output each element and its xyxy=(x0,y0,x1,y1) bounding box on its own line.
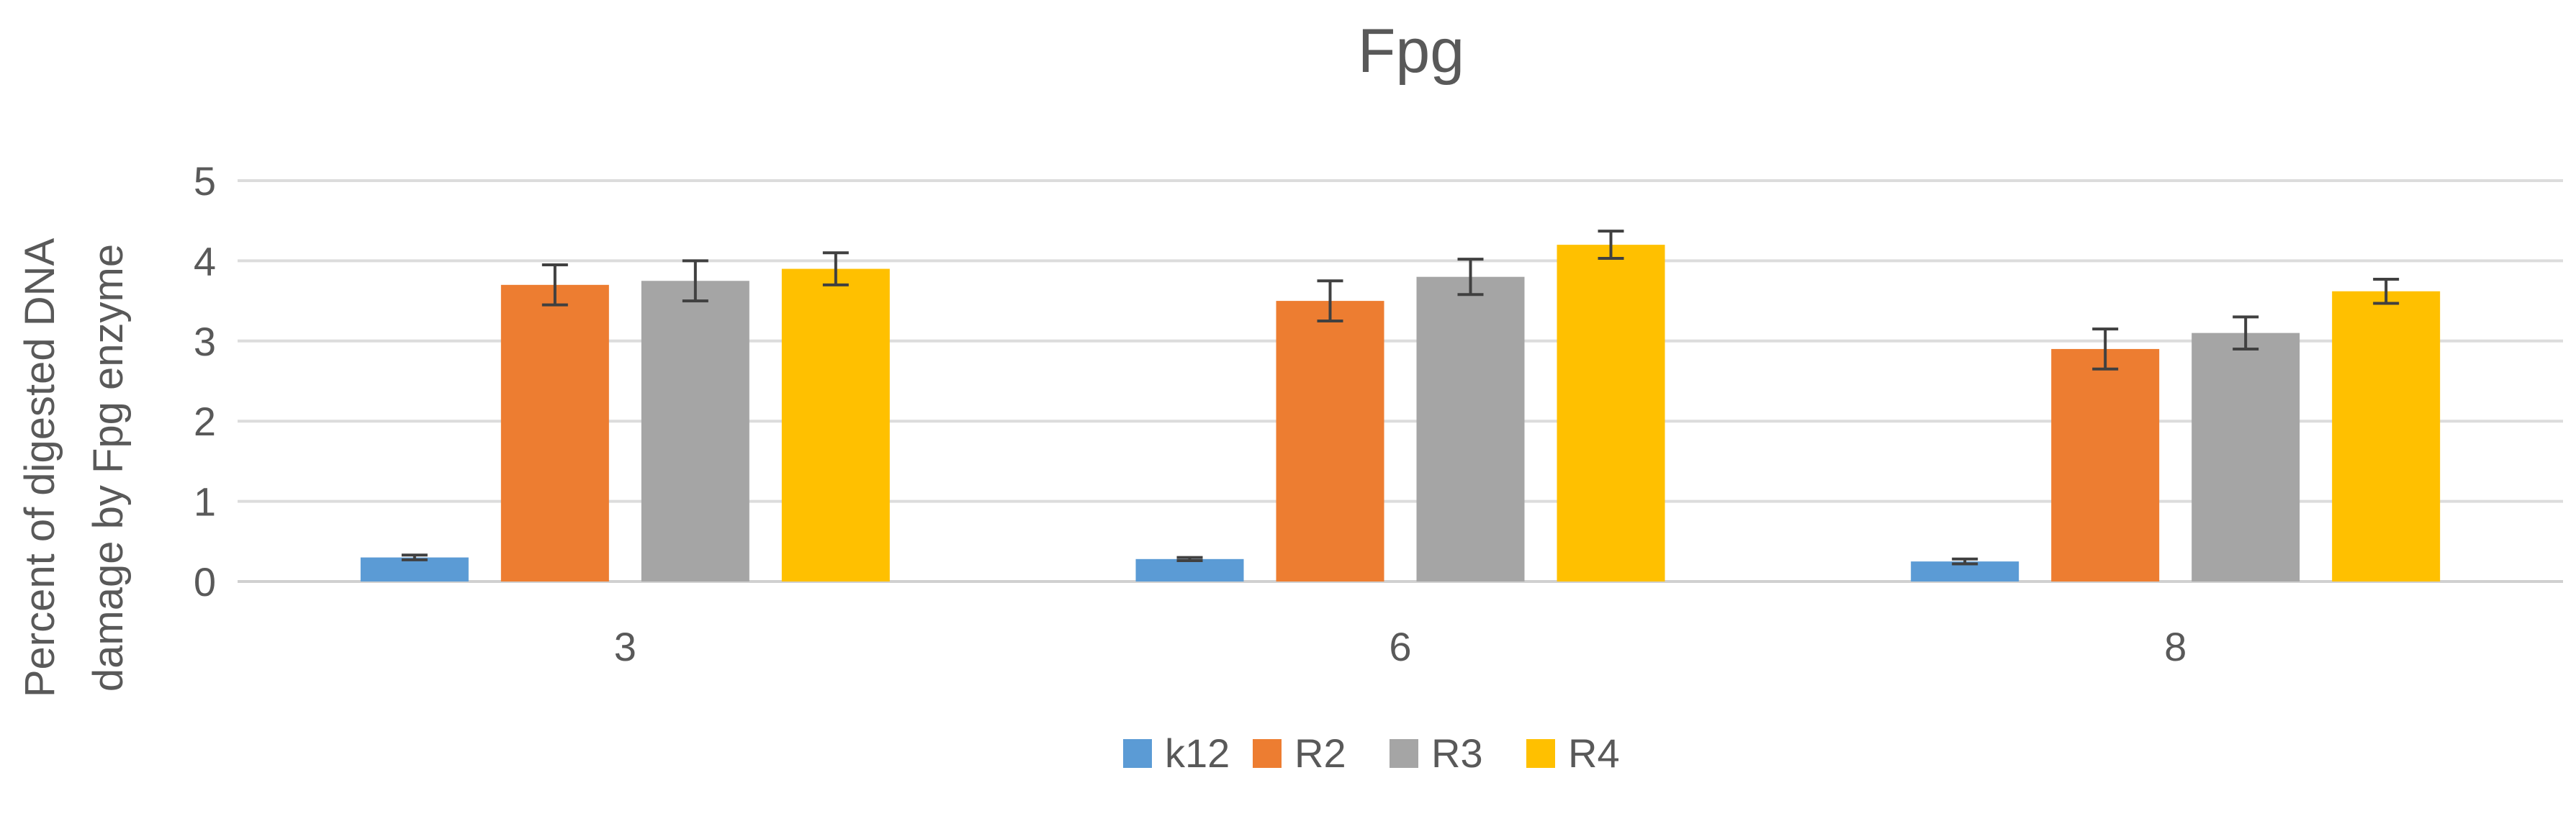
y-axis-tick-labels: 0 1 2 3 4 5 xyxy=(194,158,216,605)
bar-R3-6 xyxy=(1416,276,1525,582)
error-bars xyxy=(401,230,2400,566)
y-axis-label-line2: damage by Fpg enzyme xyxy=(85,244,132,692)
legend-swatch-R4 xyxy=(1526,739,1555,768)
y-tick-label: 5 xyxy=(194,158,216,204)
bar-R4-8 xyxy=(2332,291,2441,582)
legend-label-R3: R3 xyxy=(1431,730,1483,776)
gridlines xyxy=(238,179,2563,583)
legend-label-k12: k12 xyxy=(1165,730,1230,776)
y-tick-label: 1 xyxy=(194,479,216,525)
bar-R3-3 xyxy=(641,281,749,582)
x-tick-label: 8 xyxy=(2164,624,2187,669)
legend-label-R4: R4 xyxy=(1568,730,1620,776)
y-tick-label: 2 xyxy=(194,399,216,444)
y-axis-label-line1: Percent of digested DNA xyxy=(17,238,63,698)
y-tick-label: 4 xyxy=(194,238,216,284)
y-tick-label: 3 xyxy=(194,319,216,364)
x-tick-label: 6 xyxy=(1389,624,1411,669)
x-tick-label: 3 xyxy=(614,624,636,669)
legend-swatch-R3 xyxy=(1390,739,1418,768)
legend: k12 R2 R3 R4 xyxy=(1123,730,1620,776)
bar-R2-3 xyxy=(500,284,609,582)
chart-title: Fpg xyxy=(1358,17,1464,86)
bar-R4-6 xyxy=(1557,245,1665,582)
bar-k12-3 xyxy=(360,557,469,582)
legend-swatch-R2 xyxy=(1253,739,1282,768)
bar-R2-6 xyxy=(1276,301,1384,582)
bar-R2-8 xyxy=(2051,348,2160,582)
bars xyxy=(360,245,2441,582)
legend-label-R2: R2 xyxy=(1294,730,1346,776)
x-axis-tick-labels: 3 6 8 xyxy=(614,624,2187,669)
bar-R4-3 xyxy=(781,268,890,582)
bar-R3-8 xyxy=(2192,332,2300,582)
legend-swatch-k12 xyxy=(1123,739,1152,768)
y-tick-label: 0 xyxy=(194,559,216,605)
bar-k12-6 xyxy=(1135,558,1244,582)
